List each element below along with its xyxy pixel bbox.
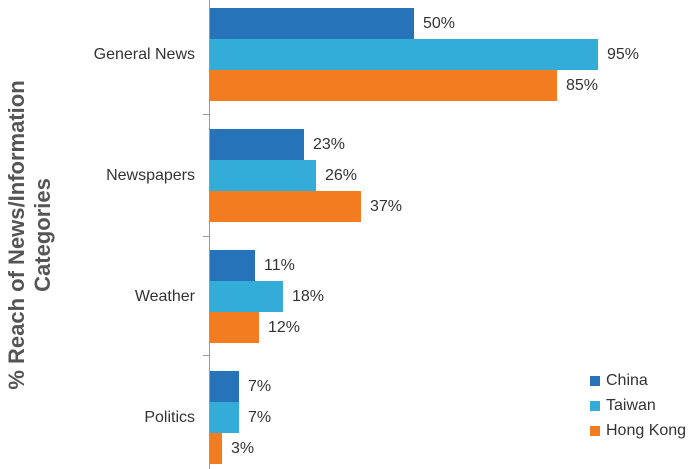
legend-item-hong-kong: Hong Kong: [590, 418, 686, 443]
bar-hong-kong: [210, 191, 361, 222]
data-label: 26%: [325, 166, 358, 184]
axis-tick: [203, 114, 209, 115]
category-label: Politics: [144, 408, 195, 426]
data-label: 7%: [248, 408, 272, 426]
bar-china: [210, 8, 414, 39]
legend-item-china: China: [590, 368, 686, 393]
y-axis-title-line-2: Categories: [30, 177, 55, 292]
y-axis-title-line-1: % Reach of News/Information: [4, 79, 29, 390]
legend-swatch-taiwan: [590, 400, 600, 411]
category-label: Newspapers: [106, 166, 195, 184]
data-label: 95%: [607, 45, 640, 63]
category-label: Weather: [134, 287, 195, 305]
bar-hong-kong: [210, 312, 259, 343]
data-label: 18%: [292, 287, 325, 305]
data-label: 7%: [248, 377, 272, 395]
bar-taiwan: [210, 160, 316, 191]
bar-china: [210, 129, 304, 160]
y-axis-title: % Reach of News/Information Categories: [0, 0, 60, 469]
legend-label: Taiwan: [606, 396, 656, 414]
data-label: 12%: [268, 318, 301, 336]
category-label: General News: [93, 45, 195, 63]
legend-label: Hong Kong: [606, 421, 687, 439]
legend-swatch-china: [590, 375, 600, 386]
legend: China Taiwan Hong Kong: [590, 368, 686, 443]
bar-china: [210, 371, 239, 402]
legend-item-taiwan: Taiwan: [590, 393, 686, 418]
legend-swatch-hong-kong: [590, 425, 600, 436]
data-label: 85%: [566, 76, 599, 94]
data-label: 11%: [264, 256, 295, 274]
axis-tick: [203, 355, 209, 356]
data-label: 37%: [370, 197, 403, 215]
axis-tick: [203, 236, 209, 237]
data-label: 23%: [313, 135, 346, 153]
data-label: 50%: [423, 14, 456, 32]
bar-hong-kong: [210, 70, 557, 101]
bar-china: [210, 250, 255, 281]
bar-taiwan: [210, 281, 283, 312]
bar-hong-kong: [210, 433, 222, 464]
category-axis-line: [209, 0, 210, 469]
data-label: 3%: [231, 439, 255, 457]
bar-taiwan: [210, 39, 598, 70]
legend-label: China: [606, 371, 648, 389]
bar-taiwan: [210, 402, 239, 433]
